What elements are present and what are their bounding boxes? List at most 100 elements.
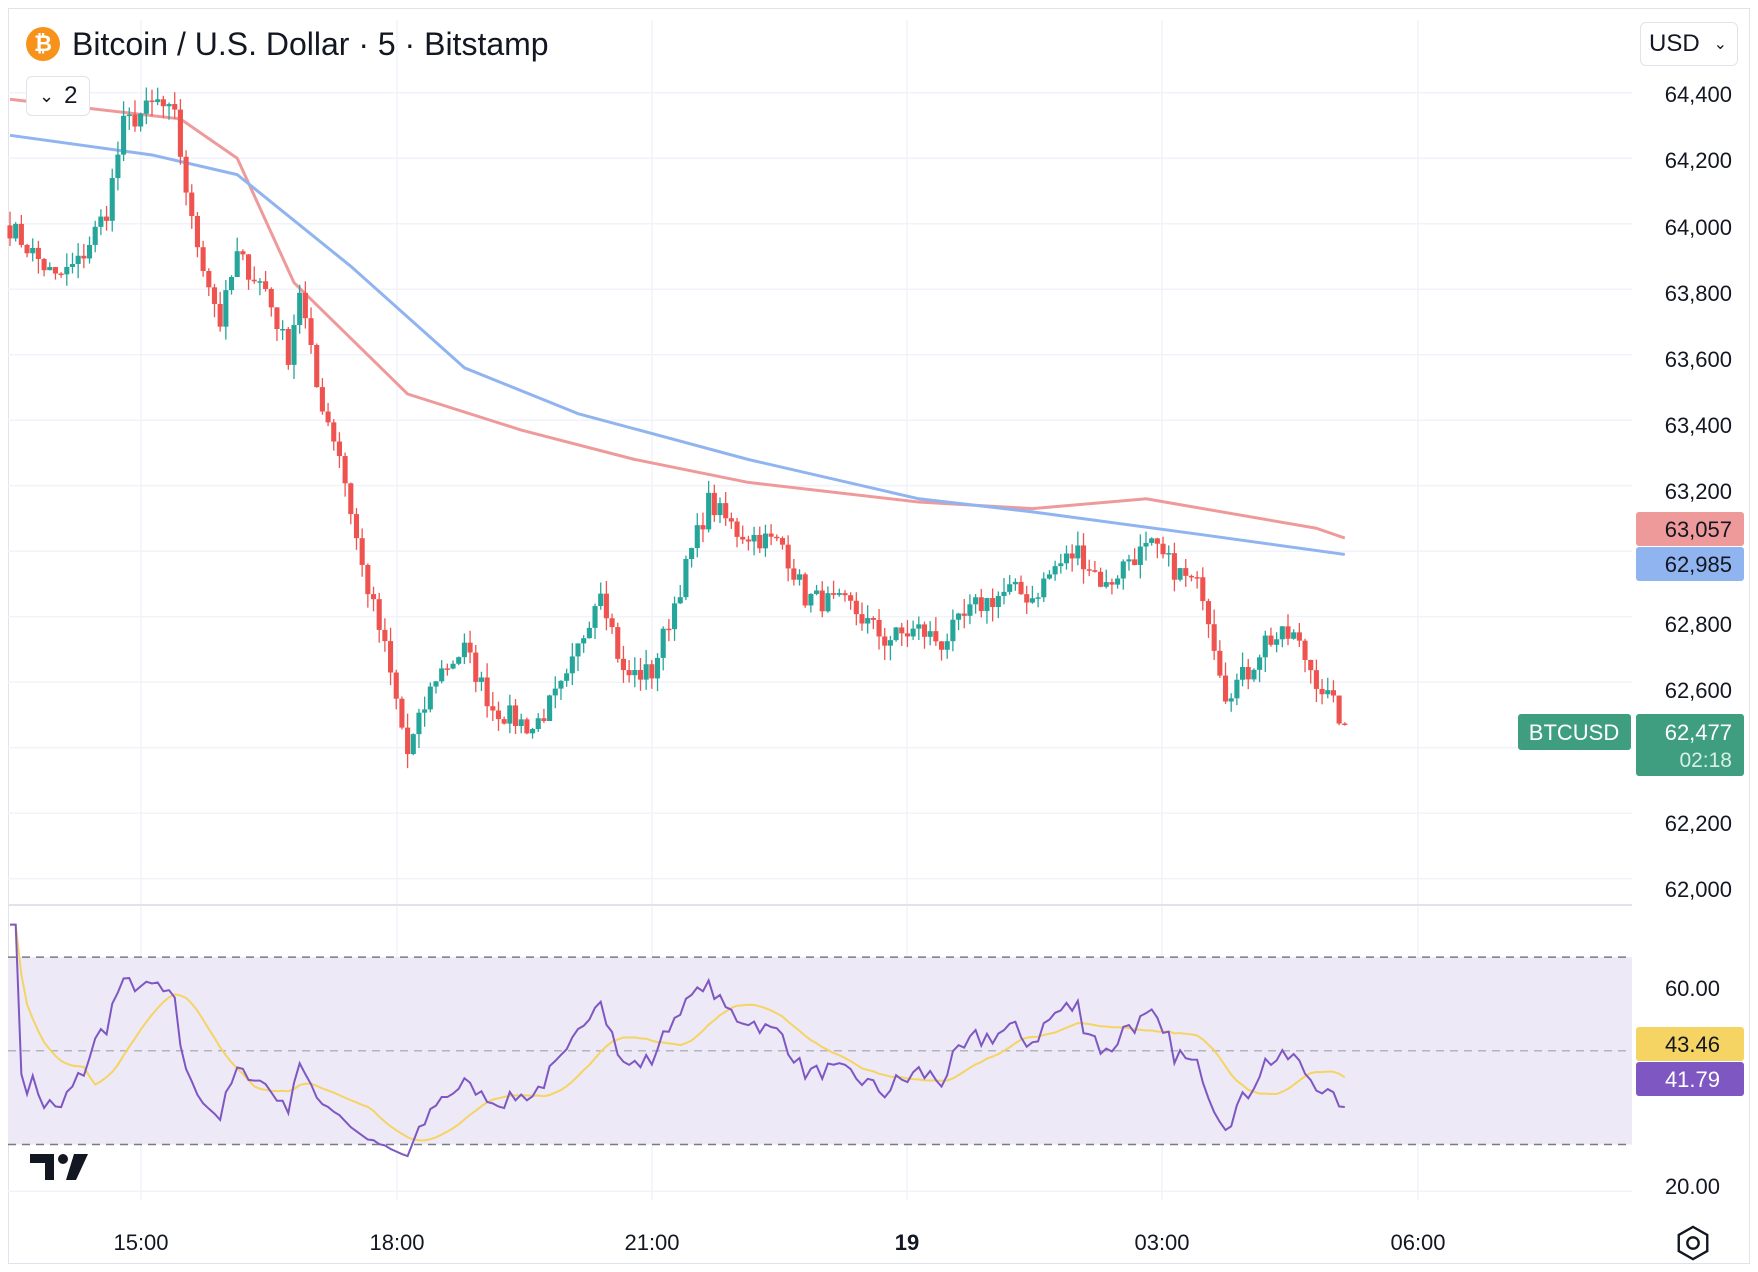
- candle-body: [1132, 559, 1138, 566]
- symbol-badge-bg: [1518, 714, 1631, 750]
- price-tick: 63,600: [1665, 347, 1732, 372]
- candle-body: [1029, 598, 1035, 603]
- candle-body: [603, 593, 609, 619]
- ma-fast-badge-bg: [1636, 512, 1744, 546]
- symbol-badge: BTCUSD: [1529, 720, 1619, 745]
- candle-body: [569, 656, 575, 674]
- candle-body: [155, 99, 161, 103]
- candle-body: [410, 734, 416, 755]
- candle-body: [342, 456, 348, 484]
- candle-body: [1302, 640, 1308, 660]
- candle-body: [757, 534, 763, 549]
- candle-body: [853, 600, 859, 615]
- candle-body: [319, 387, 325, 412]
- candle-body: [973, 597, 979, 605]
- price-tick: 63,400: [1665, 413, 1732, 438]
- candle-body: [228, 276, 235, 291]
- candle-body: [1086, 569, 1092, 571]
- time-label: 06:00: [1390, 1230, 1445, 1255]
- candle-body: [104, 216, 110, 221]
- candle-body: [490, 706, 496, 711]
- rsi-badge: 41.79: [1665, 1067, 1720, 1092]
- legend-toggle-button[interactable]: ⌄ 2: [26, 76, 91, 116]
- candle-body: [956, 613, 962, 620]
- gear-icon[interactable]: [1674, 1224, 1712, 1262]
- candle-body: [24, 244, 30, 254]
- candle-body: [75, 255, 81, 264]
- candle-body: [1228, 698, 1234, 702]
- candle-body: [694, 525, 700, 549]
- time-label: 03:00: [1134, 1230, 1189, 1255]
- candle-body: [422, 709, 428, 713]
- chevron-down-icon: ⌄: [39, 85, 55, 106]
- candle-body: [1336, 695, 1342, 724]
- candle-body: [126, 114, 132, 117]
- candle-body: [1109, 582, 1115, 585]
- candle-body: [689, 548, 695, 560]
- candle-body: [325, 411, 331, 423]
- candle-body: [1245, 667, 1251, 680]
- rsi-tick: 20.00: [1665, 1174, 1720, 1199]
- candle-body: [52, 267, 58, 274]
- candle-body: [677, 597, 683, 604]
- rsi-badge-bg: [1636, 1062, 1744, 1096]
- candle-body: [302, 292, 308, 319]
- candle-body: [416, 712, 422, 735]
- candle-body: [1058, 563, 1064, 567]
- candle-body: [433, 681, 439, 687]
- candle-body: [194, 215, 200, 248]
- candle-body: [586, 627, 592, 639]
- price-tick: 62,800: [1665, 612, 1732, 637]
- candle-body: [393, 672, 399, 699]
- price-tick: 64,000: [1665, 215, 1732, 240]
- candle-body: [30, 247, 36, 254]
- candle-body: [1126, 559, 1132, 562]
- candle-body: [365, 564, 371, 595]
- candle-body: [535, 718, 541, 729]
- rsi-lines: [10, 923, 1346, 1158]
- chevron-down-icon: ⌄: [1713, 36, 1727, 53]
- candle-body: [1257, 657, 1263, 670]
- candle-body: [1200, 577, 1206, 602]
- candle-body: [308, 318, 314, 345]
- candle-body: [1046, 574, 1052, 579]
- candle-body: [1222, 675, 1229, 702]
- candle-body: [484, 677, 490, 707]
- candle-body: [512, 705, 519, 726]
- candle-body: [359, 538, 365, 565]
- candle-body: [1188, 575, 1194, 578]
- candle-body: [280, 328, 286, 331]
- candle-body: [649, 664, 655, 679]
- candle-body: [762, 533, 768, 549]
- candles: [7, 87, 1348, 769]
- candle-body: [1098, 571, 1104, 587]
- candle-body: [143, 100, 149, 114]
- candle-body: [950, 619, 956, 642]
- candle-body: [314, 344, 320, 388]
- time-label: 15:00: [113, 1230, 168, 1255]
- currency-label: USD: [1649, 30, 1700, 57]
- candle-body: [1296, 632, 1302, 641]
- candle-body: [734, 521, 740, 537]
- candle-body: [547, 695, 553, 722]
- candle-body: [1166, 553, 1172, 555]
- rsi-ma-badge: 43.46: [1665, 1032, 1720, 1057]
- candle-body: [1211, 624, 1217, 651]
- candle-body: [1007, 584, 1013, 592]
- candle-body: [870, 617, 876, 620]
- candle-body: [728, 518, 734, 522]
- moving-averages: [9, 97, 1346, 556]
- price-tick: 62,000: [1665, 877, 1732, 902]
- tradingview-logo[interactable]: [30, 1150, 94, 1184]
- candle-body: [1154, 538, 1160, 544]
- candle-body: [473, 652, 479, 682]
- candle-body: [166, 104, 172, 107]
- symbol-title[interactable]: Bitcoin / U.S. Dollar · 5 · Bitstamp: [72, 25, 549, 62]
- last-price-badge: 62,477: [1665, 720, 1732, 745]
- candle-body: [331, 422, 337, 442]
- rsi-tick: 60.00: [1665, 976, 1720, 1001]
- currency-select[interactable]: USD ⌄: [1640, 22, 1738, 66]
- candle-body: [887, 640, 893, 646]
- candle-body: [217, 303, 223, 327]
